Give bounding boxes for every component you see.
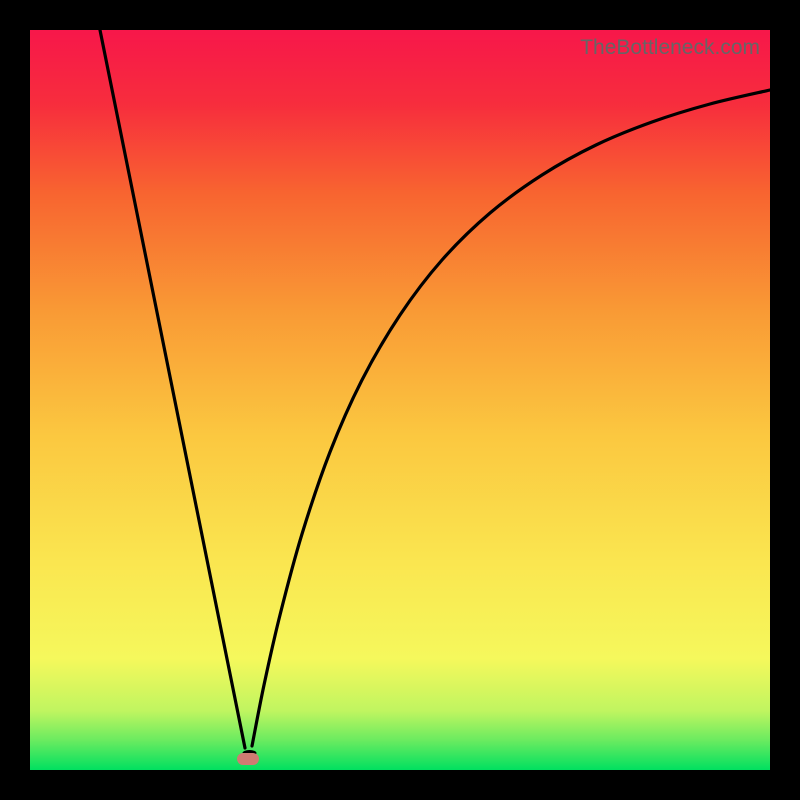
chart-border-left <box>0 0 30 800</box>
watermark-text: TheBottleneck.com <box>580 36 760 60</box>
chart-border-bottom <box>0 770 800 800</box>
bottleneck-curve <box>30 30 770 770</box>
bottleneck-chart: TheBottleneck.com <box>30 30 770 770</box>
optimal-marker <box>237 753 259 765</box>
